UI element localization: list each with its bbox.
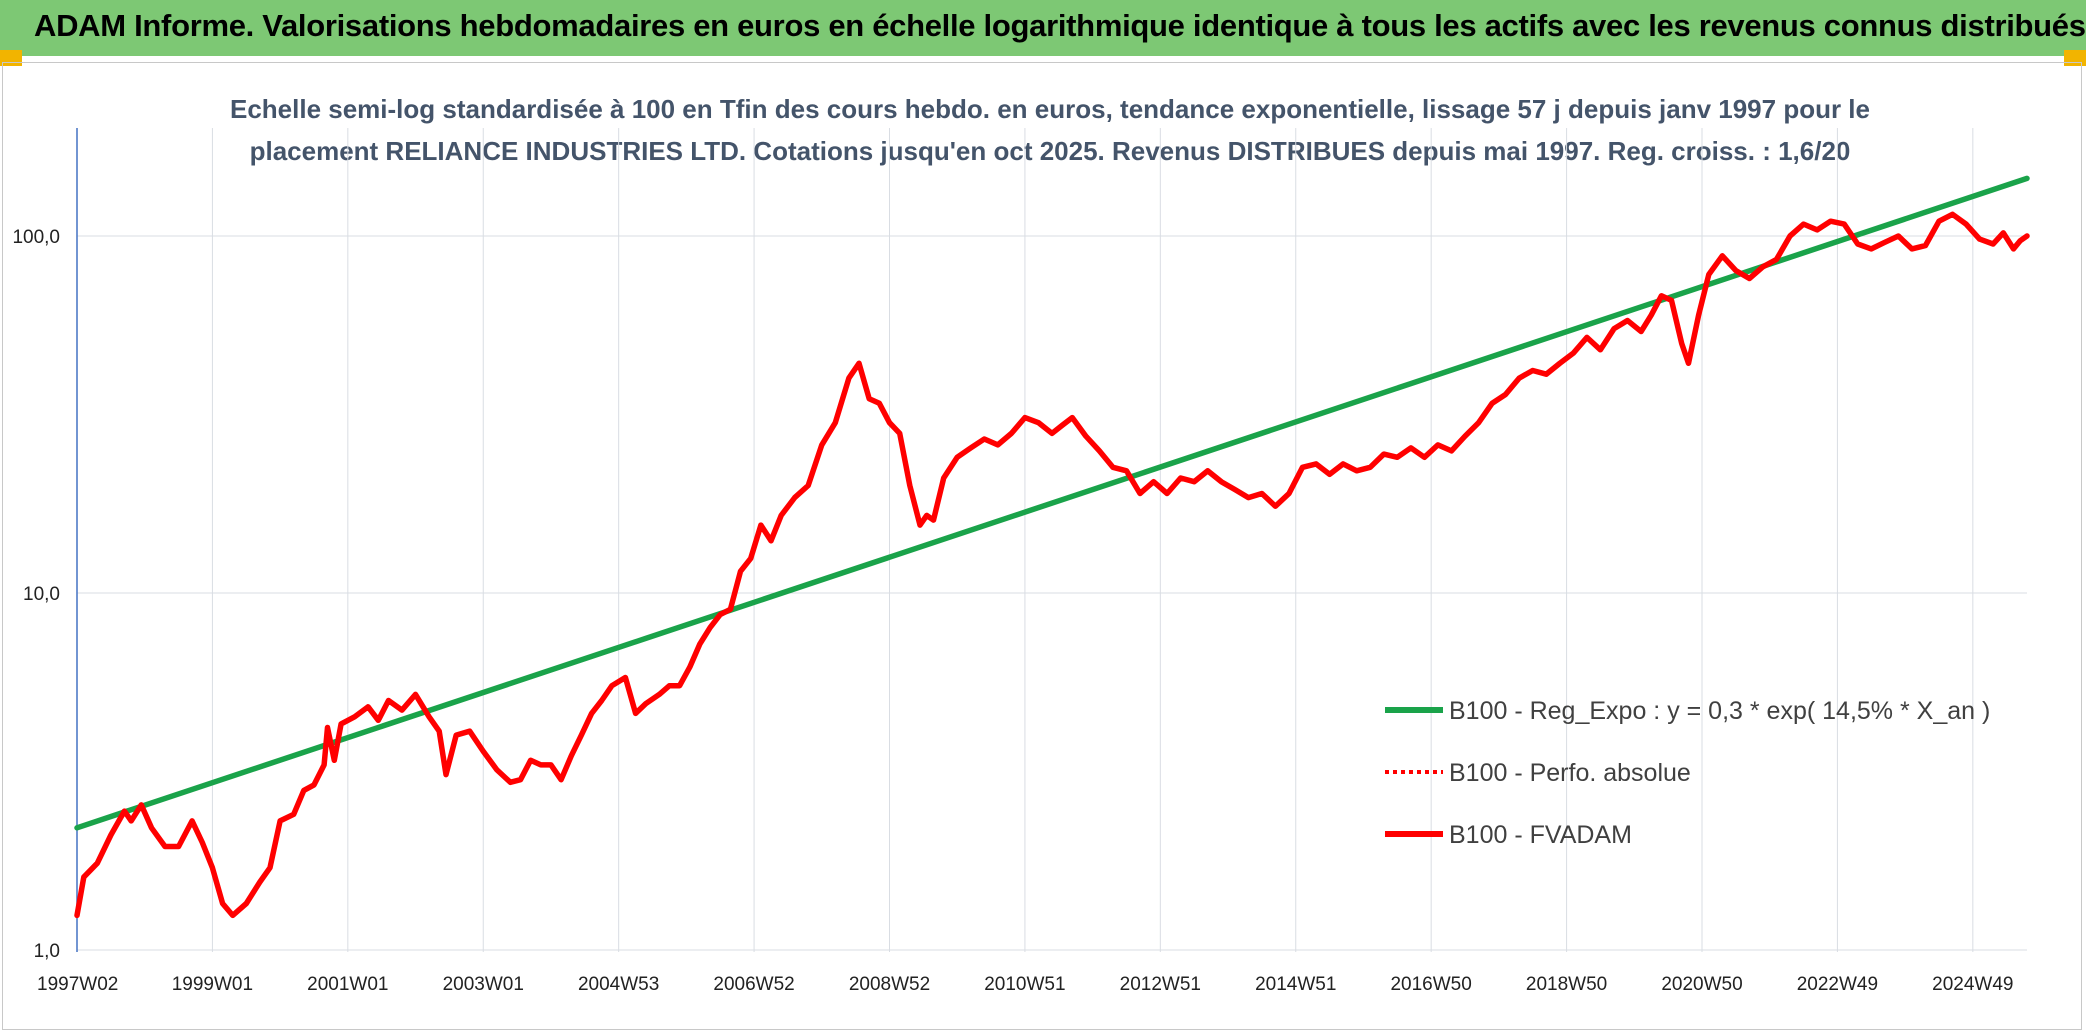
chart-title-line-2: placement RELIANCE INDUSTRIES LTD. Cotat… (249, 136, 1851, 166)
x-tick-label: 1997W02 (37, 974, 118, 995)
chart-frame (2, 62, 2082, 1030)
series-line-0 (74, 175, 2030, 831)
series-line-2 (74, 211, 2030, 919)
legend-label: B100 - FVADAM (1449, 821, 1632, 849)
chart-title-line-1: Echelle semi-log standardisée à 100 en T… (229, 94, 1870, 124)
grid-lines (76, 128, 2027, 952)
x-tick-label: 2012W51 (1120, 974, 1201, 995)
header-banner: ADAM Informe. Valorisations hebdomadaire… (0, 0, 2086, 56)
x-axis-ticks: 1997W02 1999W01 2001W01 2003W01 2004W53 2006W… (37, 974, 2014, 995)
x-tick-label: 2020W50 (1661, 974, 1742, 995)
legend: B100 - Reg_Expo : y = 0,3 * exp( 14,5% *… (1385, 697, 1990, 849)
series-layer (74, 175, 2030, 919)
x-tick-label: 2008W52 (849, 974, 930, 995)
x-tick-label: 2016W50 (1390, 974, 1471, 995)
y-tick-label: 1,0 (34, 941, 60, 962)
x-tick-label: 2003W01 (443, 974, 524, 995)
legend-label: B100 - Perfo. absolue (1449, 759, 1691, 787)
chart-title: Echelle semi-log standardisée à 100 en T… (200, 88, 1900, 172)
y-tick-label: 100,0 (12, 227, 60, 248)
x-tick-label: 2004W53 (578, 974, 659, 995)
x-tick-label: 1999W01 (172, 974, 253, 995)
legend-label: B100 - Reg_Expo : y = 0,3 * exp( 14,5% *… (1449, 697, 1990, 725)
x-tick-label: 2006W52 (713, 974, 794, 995)
x-tick-label: 2024W49 (1932, 974, 2013, 995)
y-tick-label: 10,0 (23, 584, 60, 605)
x-tick-label: 2018W50 (1526, 974, 1607, 995)
x-tick-label: 2022W49 (1797, 974, 1878, 995)
x-tick-label: 2010W51 (984, 974, 1065, 995)
report-title: ADAM Informe. Valorisations hebdomadaire… (34, 8, 2086, 43)
x-tick-label: 2014W51 (1255, 974, 1336, 995)
x-tick-label: 2001W01 (307, 974, 388, 995)
y-axis-ticks: 1,0 10,0 100,0 (12, 227, 60, 962)
